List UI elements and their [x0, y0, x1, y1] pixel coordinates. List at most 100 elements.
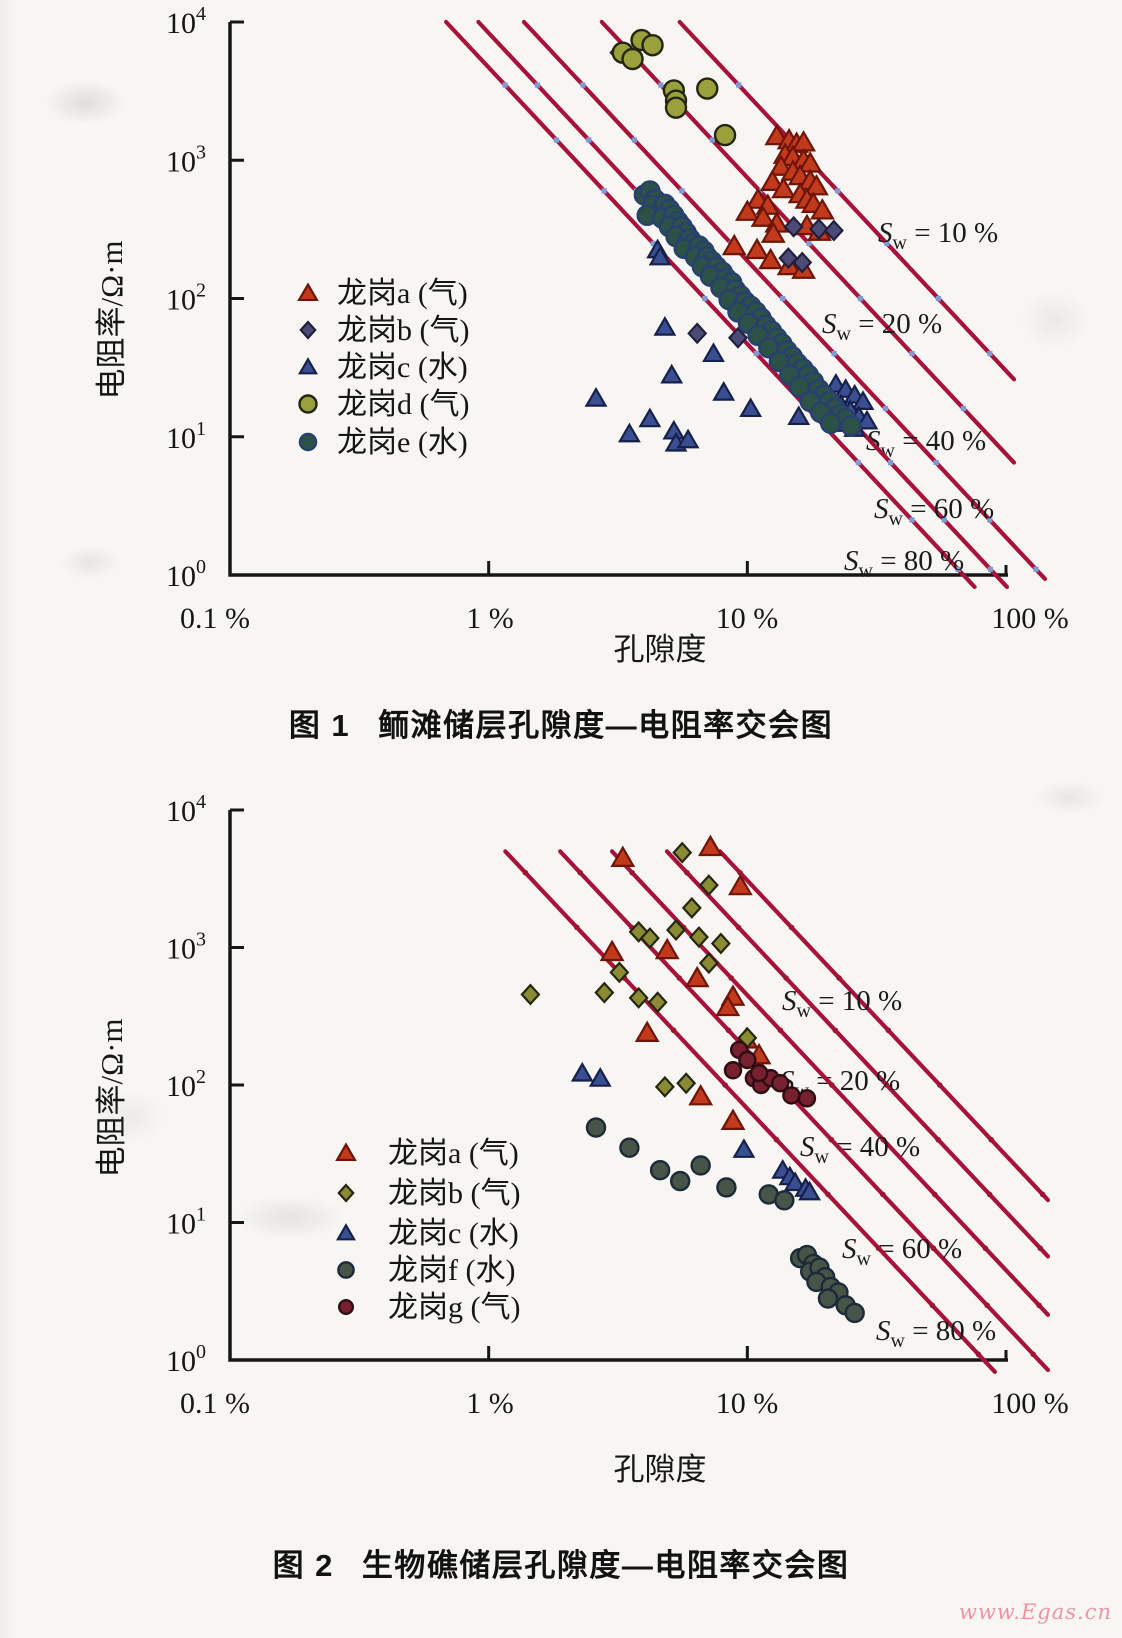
- data-point-longgang-a: [721, 233, 747, 256]
- data-point-longgang-a: [750, 205, 776, 227]
- line-dot: [909, 517, 915, 523]
- data-point-longgang-c: [855, 409, 879, 430]
- legend-marker-longgang-e: [298, 432, 318, 452]
- data-point-longgang-c: [653, 315, 677, 336]
- line-dot: [880, 1191, 886, 1198]
- data-point-longgang-a: [715, 994, 741, 1017]
- data-point-longgang-b: [727, 326, 748, 349]
- line-dot: [988, 1136, 995, 1143]
- line-dot: [783, 975, 789, 981]
- data-point-longgang-a: [809, 198, 835, 220]
- sw-label: Sw = 60 %: [874, 493, 994, 530]
- line-dot: [987, 350, 993, 357]
- line-dot: [658, 82, 664, 88]
- figure-1-caption: 图 1 鲕滩储层孔隙度—电阻率交会图: [0, 700, 1122, 745]
- line-dot: [553, 137, 560, 143]
- x-axis-tick-label: 10 %: [716, 1387, 779, 1420]
- legend-label-longgang-b: 龙岗b (气): [337, 314, 469, 347]
- line-dot: [679, 188, 685, 194]
- data-point-longgang-c: [787, 405, 811, 426]
- line-dot: [941, 517, 947, 523]
- x-axis-title: 孔隙度: [614, 1452, 707, 1487]
- data-point-longgang-b: [628, 920, 649, 943]
- line-dot: [684, 869, 690, 876]
- legend-marker-longgang-d: [298, 394, 318, 414]
- legend-marker-longgang-f: [337, 1261, 355, 1279]
- data-point-longgang-b: [654, 1075, 675, 1098]
- line-dot: [522, 869, 529, 876]
- line-dot: [975, 1351, 982, 1358]
- legend-label-longgang-a: 龙岗a (气): [337, 277, 468, 310]
- data-point-longgang-g: [782, 1086, 801, 1105]
- data-point-longgang-a: [744, 237, 770, 260]
- data-point-longgang-a: [599, 939, 625, 962]
- line-dot: [933, 460, 939, 466]
- data-point-longgang-a: [610, 845, 636, 867]
- data-point-longgang-f: [690, 1155, 711, 1176]
- line-dot: [884, 240, 890, 247]
- line-dot: [676, 975, 683, 981]
- data-point-longgang-d: [621, 47, 644, 71]
- figure-1-caption-title: 鲕滩储层孔隙度—电阻率交会图: [378, 708, 834, 743]
- legend-marker-longgang-b: [337, 1183, 355, 1203]
- line-dot: [574, 924, 580, 931]
- data-point-longgang-a: [727, 873, 753, 896]
- y-axis-tick-label: 102: [166, 280, 206, 317]
- data-point-longgang-c: [648, 245, 672, 266]
- data-point-longgang-f: [716, 1177, 737, 1198]
- watermark: www.Egas.cn: [958, 1600, 1112, 1624]
- data-point-longgang-b: [609, 961, 630, 984]
- line-dot: [982, 1245, 989, 1252]
- data-point-longgang-c: [739, 397, 763, 418]
- data-point-longgang-b: [688, 926, 709, 949]
- data-point-longgang-c: [617, 422, 641, 443]
- legend-label-longgang-g: 龙岗g (气): [388, 1291, 520, 1324]
- line-dot: [736, 82, 742, 88]
- data-point-longgang-c: [570, 1061, 594, 1082]
- data-point-longgang-g: [723, 1061, 743, 1080]
- data-point-longgang-d: [696, 77, 719, 100]
- data-point-longgang-b: [681, 896, 702, 919]
- line-dot: [888, 460, 894, 466]
- data-point-longgang-b: [628, 986, 649, 1009]
- data-point-longgang-a: [768, 154, 794, 176]
- data-point-longgang-c: [798, 1180, 821, 1201]
- line-dot: [502, 82, 508, 88]
- data-point-longgang-a: [758, 247, 784, 270]
- legend-label-longgang-c: 龙岗c (水): [337, 351, 468, 384]
- data-point-longgang-f: [774, 1190, 795, 1211]
- data-point-longgang-a: [760, 221, 786, 243]
- line-dot: [1037, 1245, 1044, 1252]
- y-axis-tick-label: 101: [166, 1204, 206, 1241]
- line-dot: [631, 137, 638, 143]
- data-point-longgang-b: [808, 218, 829, 241]
- line-dot: [670, 1027, 677, 1034]
- data-point-longgang-a: [734, 199, 760, 221]
- data-point-longgang-c: [660, 363, 684, 384]
- saturation-line-sw-20: [664, 849, 1051, 1259]
- data-point-longgang-f: [844, 1302, 865, 1324]
- data-point-longgang-f: [619, 1137, 640, 1158]
- x-axis-tick-label: 0.1 %: [180, 602, 250, 635]
- line-dot: [875, 1245, 882, 1252]
- line-dot: [728, 975, 734, 981]
- legend-label-longgang-a: 龙岗a (气): [388, 1137, 519, 1170]
- x-axis-tick-label: 10 %: [716, 602, 779, 635]
- line-dot: [909, 350, 915, 357]
- line-dot: [586, 137, 592, 143]
- legend-label-longgang-d: 龙岗d (气): [337, 388, 469, 421]
- data-point-longgang-c: [676, 428, 700, 449]
- x-axis-tick-label: 100 %: [991, 1387, 1069, 1420]
- line-dot: [753, 350, 759, 357]
- data-point-longgang-c: [638, 407, 662, 428]
- data-point-longgang-a: [804, 173, 829, 196]
- y-axis-tick-label: 103: [166, 929, 206, 966]
- data-point-longgang-f: [817, 1288, 839, 1309]
- line-dot: [955, 566, 961, 572]
- data-point-longgang-a: [720, 1108, 746, 1130]
- figure-2-caption: 图 2 生物礁储层孔隙度—电阻率交会图: [0, 1540, 1122, 1585]
- data-point-longgang-f: [669, 1170, 691, 1192]
- line-dot: [577, 869, 584, 876]
- data-point-longgang-a: [634, 1020, 660, 1043]
- line-dot: [935, 295, 941, 302]
